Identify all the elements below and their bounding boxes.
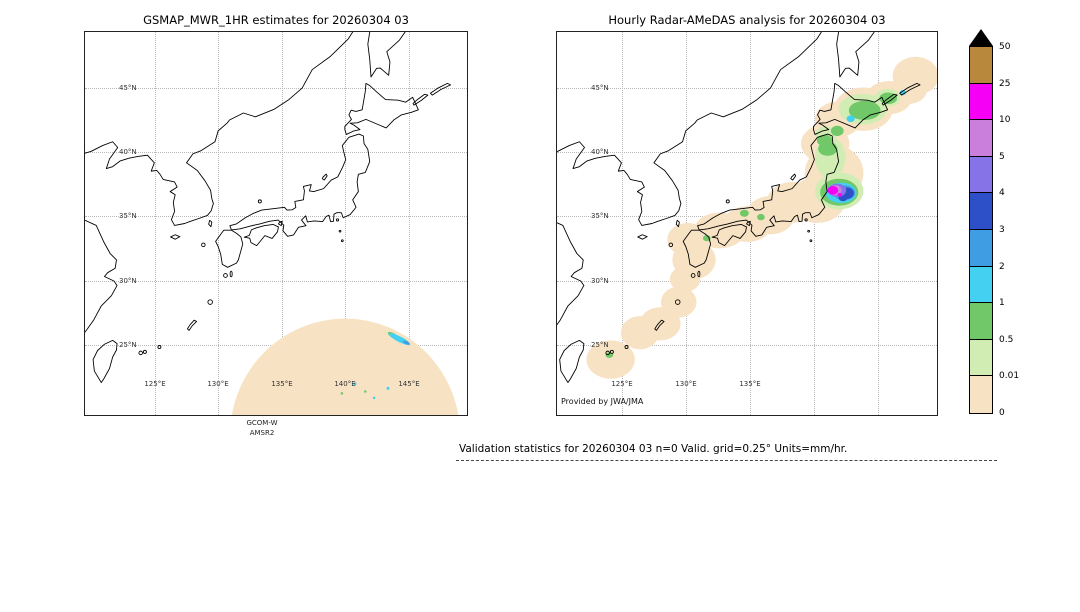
gridline-vertical [409,32,410,415]
gridline-vertical [878,32,879,415]
precip-blob [372,396,376,400]
precip-blob [340,392,344,395]
colorbar-segment [970,376,992,413]
precip-layer-trace [231,318,459,415]
precip-blob [816,134,833,147]
lon-tick-label: 125°E [144,380,166,388]
gridline-horizontal [85,88,467,89]
gridline-vertical [345,32,346,415]
lat-tick-label: 45°N [119,84,137,92]
right-map: 45°N 40°N 35°N 30°N 25°N 125°E 130°E 135… [556,31,938,416]
validation-statistics-text: Validation statistics for 20260304 03 n=… [459,443,848,455]
gridline-horizontal [85,152,467,153]
precip-layer-magenta [827,185,843,197]
gridline-horizontal [85,216,467,217]
lat-tick-label: 30°N [591,277,609,285]
colorbar-tick-label: 3 [999,225,1005,235]
lon-tick-label: 140°E [334,380,356,388]
precip-blob [739,209,749,217]
lat-tick-label: 40°N [119,148,137,156]
precip-blob [837,192,843,197]
coastline-layer [85,32,452,383]
lon-tick-label: 130°E [207,380,229,388]
lat-tick-label: 35°N [119,212,137,220]
precip-blob [848,100,881,121]
colorbar-segment [970,156,992,194]
colorbar-tick-label: 10 [999,115,1011,126]
colorbar-tick-label: 25 [999,78,1011,89]
left-map-title: GSMAP_MWR_1HR estimates for 20260304 03 [143,13,409,27]
colorbar-tick-label: 1 [999,298,1005,309]
sensor-name: AMSR2 [249,429,275,437]
precip-blob [364,390,367,393]
colorbar-tick-label: 50 [999,42,1011,52]
colorbar-tick-label: 2 [999,261,1005,272]
colorbar: 50 25 10 5 4 3 2 1 0.5 0.01 0 [969,29,1019,418]
data-provider-credit: Provided by JWA/JMA [561,397,644,406]
colorbar-segment [970,193,992,230]
precip-blob [757,213,765,221]
lon-tick-label: 145°E [398,380,420,388]
gridline-vertical [218,32,219,415]
colorbar-segment [970,83,992,121]
colorbar-tick-label: 0.01 [999,371,1020,382]
precip-blob [846,115,855,123]
colorbar-overflow-triangle [969,29,993,46]
gridline-vertical [155,32,156,415]
colorbar-tick-label: 5 [999,151,1005,162]
right-map-title: Hourly Radar-AMeDAS analysis for 2026030… [608,13,886,27]
precip-blob [899,89,907,96]
lon-tick-label: 135°E [739,380,761,388]
lon-tick-label: 125°E [611,380,633,388]
colorbar-segment [970,47,992,84]
lat-tick-label: 40°N [591,148,609,156]
colorbar-segment [970,339,992,377]
satellite-caption: GCOM-W AMSR2 [212,418,312,438]
gridline-horizontal [557,88,937,89]
satellite-swath-footprint [231,318,459,415]
colorbar-segment [970,303,992,340]
gridline-horizontal [557,281,937,282]
gridline-horizontal [557,345,937,346]
colorbar-tick-label: 4 [999,188,1005,199]
lat-tick-label: 30°N [119,277,137,285]
satellite-name: GCOM-W [246,419,278,427]
footer-separator [456,460,997,461]
coastline-layer [557,32,921,383]
precip-blob [386,386,390,390]
left-map-plot [85,32,459,415]
lon-tick-label: 135°E [271,380,293,388]
colorbar-scale [969,46,993,414]
precip-blob [830,125,844,136]
lat-tick-label: 45°N [591,84,609,92]
colorbar-segment [970,120,992,157]
lat-tick-label: 25°N [119,341,137,349]
lat-tick-label: 35°N [591,212,609,220]
lat-tick-label: 25°N [591,341,609,349]
precip-blob [660,286,697,318]
precip-blob [586,340,635,379]
gridline-vertical [814,32,815,415]
gridline-horizontal [85,281,467,282]
precip-blob [403,340,410,345]
right-map-plot [557,32,937,383]
colorbar-segment [970,266,992,304]
colorbar-segment [970,229,992,267]
precip-blob [827,185,839,195]
colorbar-tick-label: 0 [999,408,1005,418]
precip-layer-blue [403,340,410,345]
colorbar-tick-label: 0.5 [999,334,1014,345]
lon-tick-label: 130°E [675,380,697,388]
gridline-horizontal [557,152,937,153]
precip-blob [892,56,937,96]
precip-blob [353,382,357,386]
left-map: 45°N 40°N 35°N 30°N 25°N 125°E 130°E 135… [84,31,468,416]
gridline-vertical [622,32,623,415]
